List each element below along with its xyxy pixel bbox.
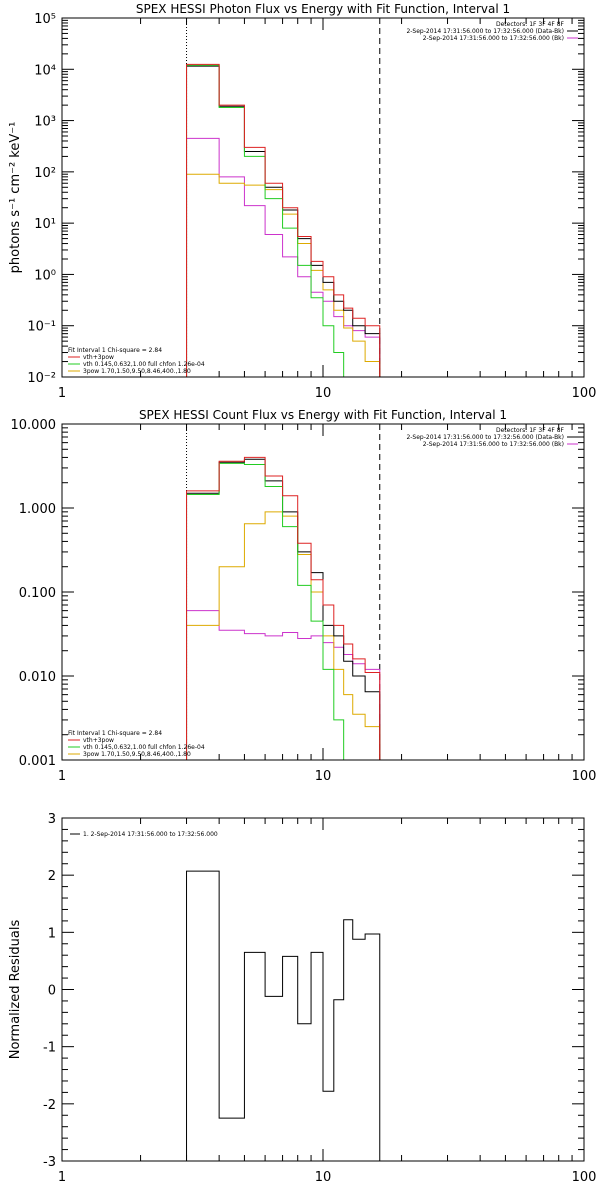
y-tick-label: 10¹ — [34, 217, 56, 232]
y-tick-label: -1 — [43, 1041, 56, 1056]
chart-title: SPEX HESSI Count Flux vs Energy with Fit… — [139, 408, 507, 422]
y-tick-label: 10⁻¹ — [27, 320, 56, 335]
y-tick-label: 1 — [48, 926, 56, 941]
x-tick-label: 100 — [572, 386, 597, 401]
x-tick-label: 10 — [315, 1170, 332, 1185]
x-tick-label: 100 — [572, 1170, 597, 1185]
y-tick-label: 10⁴ — [34, 63, 56, 78]
chart-panel-1: SPEX HESSI Photon Flux vs Energy with Fi… — [8, 2, 596, 401]
x-tick-label: 1 — [58, 1170, 66, 1185]
legend-entry: 2-Sep-2014 17:31:56.000 to 17:32:56.000 … — [406, 434, 564, 441]
fit-legend-entry: Fit Interval 1 Chi-square = 2.84 — [68, 347, 162, 354]
fit-legend-entry: vth+3pow — [83, 354, 114, 361]
fit-legend-entry: vth+3pow — [83, 737, 114, 744]
legend-entry: 2-Sep-2014 17:31:56.000 to 17:32:56.000 … — [423, 35, 564, 42]
fit-legend-entry: 3pow 1.70,1.50,9.50,8.46,400.,1.80 — [83, 368, 191, 375]
chart-panel-2: SPEX HESSI Count Flux vs Energy with Fit… — [11, 408, 597, 784]
series-line-vth-3pow — [186, 63, 381, 377]
x-tick-label: 10 — [315, 386, 332, 401]
y-axis-title: Normalized Residuals — [8, 920, 23, 1060]
y-tick-label: 10⁵ — [34, 12, 56, 27]
y-tick-label: 10⁻² — [27, 371, 56, 386]
chart-title: SPEX HESSI Photon Flux vs Energy with Fi… — [136, 2, 510, 16]
y-tick-label: 10² — [34, 166, 56, 181]
series-line-vth — [186, 64, 345, 377]
y-tick-label: 10³ — [34, 115, 56, 130]
y-tick-label: 10⁰ — [34, 268, 56, 283]
legend-entry: Detectors: 1F 3F 4F 8F — [496, 21, 565, 28]
y-tick-label: 0.001 — [19, 754, 56, 769]
legend-entry: 2-Sep-2014 17:31:56.000 to 17:32:56.000 … — [423, 441, 564, 448]
y-tick-label: 0.010 — [19, 670, 56, 685]
y-tick-label: 2 — [48, 869, 56, 884]
series-line-vth — [186, 462, 354, 760]
series-line-residuals — [186, 870, 381, 1161]
plot-frame — [61, 817, 585, 1162]
x-tick-label: 100 — [572, 769, 597, 784]
x-tick-label: 1 — [58, 769, 66, 784]
x-tick-label: 10 — [315, 769, 332, 784]
y-tick-label: 1.000 — [19, 502, 56, 517]
y-axis-title: photons s⁻¹ cm⁻² keV⁻¹ — [8, 122, 23, 274]
series-line-vth-3pow — [186, 456, 381, 760]
x-tick-label: 1 — [58, 386, 66, 401]
y-tick-label: 0.100 — [19, 586, 56, 601]
fit-legend-entry: vth 0.145,0.632,1.00 full chfon 1.26e-04 — [83, 744, 205, 751]
plot-frame — [61, 17, 585, 378]
y-tick-label: 3 — [48, 812, 56, 827]
fit-legend-entry: Fit Interval 1 Chi-square = 2.84 — [68, 730, 162, 737]
legend-entry: 1. 2-Sep-2014 17:31:56.000 to 17:32:56.0… — [83, 831, 218, 838]
fit-legend-entry: 3pow 1.70,1.50,9.50,8.46,400.,1.80 — [83, 751, 191, 758]
legend-entry: Detectors: 1F 3F 4F 8F — [496, 427, 565, 434]
y-tick-label: -3 — [43, 1155, 56, 1170]
y-tick-label: 10.000 — [11, 418, 57, 433]
plot-frame — [61, 423, 585, 761]
legend-entry: 2-Sep-2014 17:31:56.000 to 17:32:56.000 … — [406, 28, 564, 35]
chart-panel-3: 1 10 100 -3 -2 -1 0 1 2 3 Normalized Residuals 1. 2… — [8, 812, 596, 1185]
y-tick-label: -2 — [43, 1098, 56, 1113]
y-tick-label: 0 — [48, 984, 56, 999]
fit-legend-entry: vth 0.145,0.632,1.00 full chfon 1.26e-04 — [83, 361, 205, 368]
